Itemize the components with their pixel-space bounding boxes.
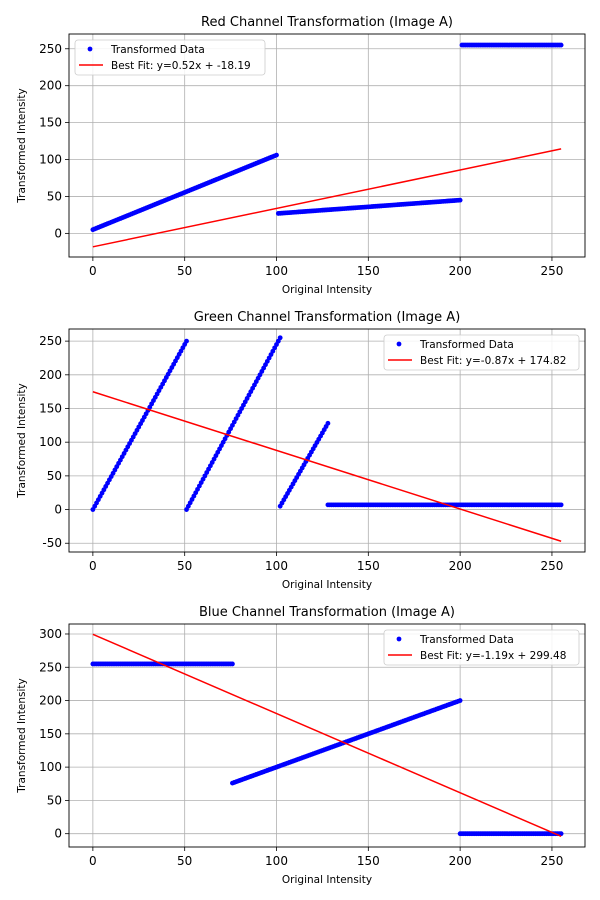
- chart-title: Blue Channel Transformation (Image A): [199, 605, 455, 620]
- y-tick-label: 250: [39, 334, 62, 348]
- y-tick-label: 200: [39, 79, 62, 93]
- x-tick-label: 0: [89, 559, 97, 573]
- y-tick-label: 50: [47, 189, 62, 203]
- x-tick-label: 150: [357, 559, 380, 573]
- x-tick-label: 250: [540, 264, 563, 278]
- data-point: [457, 698, 463, 703]
- x-tick-label: 50: [177, 264, 192, 278]
- x-tick-label: 200: [449, 264, 472, 278]
- data-segment-2: [275, 197, 463, 216]
- data-segment-3: [457, 831, 564, 837]
- x-tick-label: 0: [89, 264, 97, 278]
- y-axis-label: Transformed Intensity: [16, 88, 28, 203]
- data-point: [184, 338, 189, 344]
- data-point: [325, 420, 331, 426]
- y-tick-label: 0: [54, 503, 62, 517]
- x-tick-label: 100: [265, 264, 288, 278]
- legend: Transformed Data Best Fit: y=-1.19x + 299…: [383, 629, 580, 666]
- x-tick-label: 0: [89, 854, 97, 868]
- ticks: 0 50 100 150 200 250 0 50 100 150 200 250 300: [39, 627, 563, 868]
- x-tick-label: 250: [540, 559, 563, 573]
- data-point: [230, 661, 235, 667]
- y-axis-label: Transformed Intensity: [16, 383, 28, 498]
- y-tick-label: 50: [47, 469, 62, 483]
- x-tick-label: 100: [265, 854, 288, 868]
- legend-marker-points: [396, 636, 402, 642]
- legend-label-data: Transformed Data: [419, 339, 514, 351]
- best-fit-line: [92, 633, 562, 838]
- ticks: 0 50 100 150 200 250 -50 0 50 100 150 200 250: [39, 334, 563, 573]
- y-tick-label: 0: [54, 226, 62, 240]
- legend-label-fit: Best Fit: y=-0.87x + 174.82: [420, 355, 566, 367]
- data-segment-1: [90, 661, 235, 667]
- data-point: [558, 502, 564, 508]
- legend-label-fit: Best Fit: y=-1.19x + 299.48: [420, 650, 566, 662]
- data-point: [558, 42, 564, 48]
- data-segment-1: [90, 338, 189, 512]
- data-segment-2: [184, 335, 283, 512]
- y-tick-label: 300: [39, 627, 62, 641]
- chart-3: Blue Channel Transformation (Image A) 0 50…: [16, 605, 586, 886]
- grid: [69, 329, 585, 552]
- data-point: [274, 152, 279, 158]
- legend-label-data: Transformed Data: [110, 44, 205, 56]
- y-tick-label: 50: [47, 793, 62, 807]
- best-fit-line: [92, 148, 562, 248]
- legend-marker-points: [396, 341, 402, 347]
- x-axis-label: Original Intensity: [282, 284, 372, 296]
- legend-label-data: Transformed Data: [419, 634, 514, 646]
- y-tick-label: 150: [39, 401, 62, 415]
- x-tick-label: 200: [449, 854, 472, 868]
- y-tick-label: 150: [39, 727, 62, 741]
- data-segment-3: [459, 42, 564, 48]
- data-segment-3: [277, 420, 331, 509]
- data-points: [90, 42, 564, 233]
- axes-frame: [68, 623, 586, 848]
- best-fit-line: [92, 391, 562, 542]
- x-tick-label: 250: [540, 854, 563, 868]
- x-axis-label: Original Intensity: [282, 579, 372, 591]
- y-tick-label: 100: [39, 760, 62, 774]
- chart-title: Green Channel Transformation (Image A): [194, 310, 461, 325]
- y-axis-label: Transformed Intensity: [16, 678, 28, 793]
- y-tick-label: 250: [39, 660, 62, 674]
- y-tick-label: 0: [54, 827, 62, 841]
- y-tick-label: 100: [39, 153, 62, 167]
- legend-label-fit: Best Fit: y=0.52x + -18.19: [111, 60, 251, 72]
- legend-box: [383, 629, 580, 666]
- data-points: [90, 335, 564, 512]
- data-segment-2: [230, 698, 463, 786]
- x-axis-label: Original Intensity: [282, 874, 372, 886]
- data-point: [558, 831, 564, 837]
- y-tick-label: 200: [39, 368, 62, 382]
- axes-frame: [68, 33, 586, 258]
- legend-box: [74, 39, 266, 76]
- chart-2: Green Channel Transformation (Image A) 0 5…: [16, 310, 586, 591]
- data-segment-4: [325, 502, 564, 508]
- legend: Transformed Data Best Fit: y=0.52x + -18.…: [74, 39, 266, 76]
- x-tick-label: 100: [265, 559, 288, 573]
- data-points: [90, 661, 564, 837]
- y-tick-label: 200: [39, 694, 62, 708]
- x-tick-label: 50: [177, 559, 192, 573]
- y-tick-label: 150: [39, 116, 62, 130]
- legend: Transformed Data Best Fit: y=-0.87x + 174…: [383, 334, 580, 371]
- legend-marker-points: [87, 46, 93, 52]
- y-tick-label: -50: [42, 536, 62, 550]
- x-tick-label: 150: [357, 854, 380, 868]
- data-segment-1: [90, 152, 279, 233]
- x-tick-label: 200: [449, 559, 472, 573]
- y-tick-label: 100: [39, 435, 62, 449]
- x-tick-label: 50: [177, 854, 192, 868]
- axes-frame: [68, 328, 586, 553]
- data-point: [277, 335, 283, 341]
- data-point: [457, 197, 463, 203]
- x-tick-label: 150: [357, 264, 380, 278]
- y-tick-label: 250: [39, 42, 62, 56]
- chart-title: Red Channel Transformation (Image A): [201, 15, 453, 30]
- legend-box: [383, 334, 580, 371]
- chart-1: Red Channel Transformation (Image A) 0 50 1…: [16, 15, 586, 296]
- ticks: 0 50 100 150 200 250 0 50 100 150 200 250: [39, 42, 563, 278]
